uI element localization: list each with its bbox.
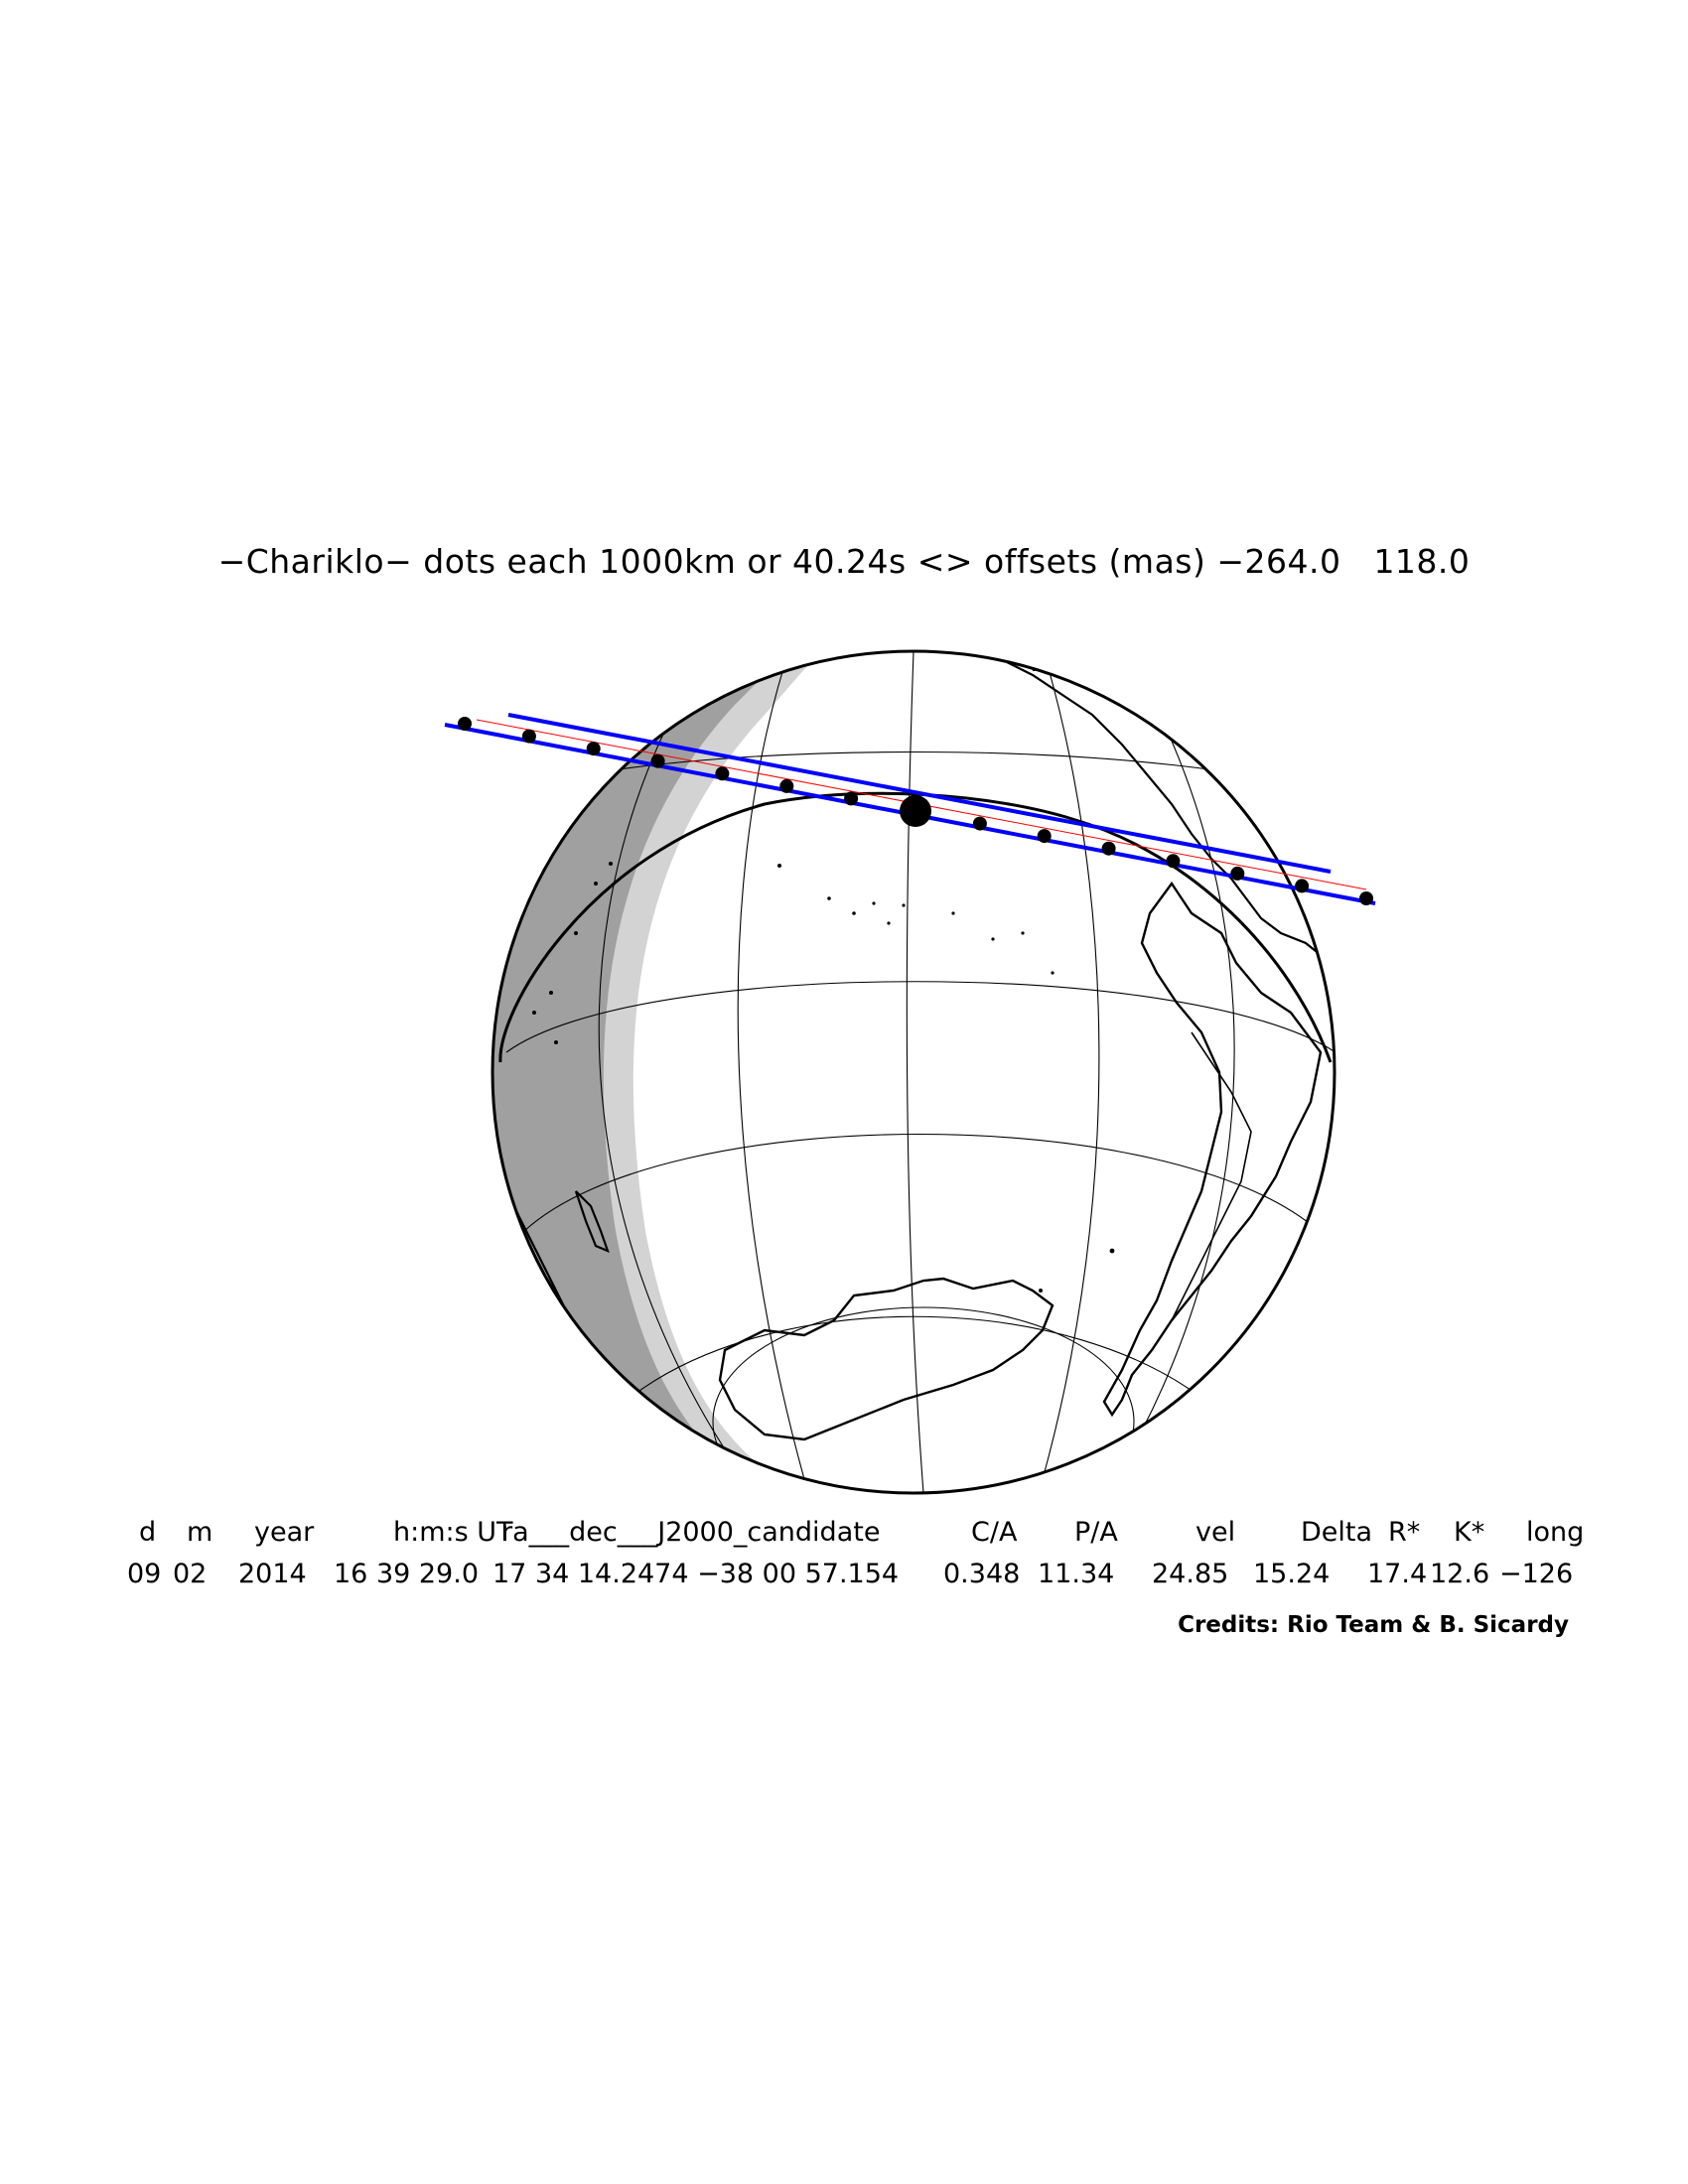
globe-surface [492, 651, 1335, 1493]
table-header: C/A [971, 1517, 1018, 1548]
table-value: 24.85 [1152, 1559, 1229, 1589]
table-value: 15.24 [1253, 1559, 1331, 1589]
time-dot [779, 778, 794, 793]
time-dot [1166, 854, 1181, 869]
time-dot [650, 753, 665, 768]
globe-outline [491, 649, 1336, 1495]
table-header: m [187, 1517, 213, 1548]
table-value: 17.4 [1367, 1559, 1428, 1589]
credits: Credits: Rio Team & B. Sicardy [1178, 1612, 1569, 1638]
time-dot [1037, 829, 1052, 844]
table-value: 2014 [238, 1559, 307, 1589]
table-header: K* [1454, 1517, 1485, 1548]
table-value: 0.348 [943, 1559, 1021, 1589]
time-dot [844, 791, 859, 806]
time-dot [1359, 891, 1373, 905]
table-value: 16 39 29.0 [334, 1559, 479, 1589]
time-dot [458, 717, 472, 731]
table-header: year [254, 1517, 315, 1548]
time-dot [715, 766, 730, 781]
islands [532, 862, 1115, 1293]
time-dot [586, 742, 601, 756]
table-value: −126 [1499, 1559, 1574, 1589]
time-dot [1295, 879, 1310, 893]
time-dots [458, 717, 1373, 905]
time-dot [521, 729, 536, 744]
table-value: 11.34 [1038, 1559, 1115, 1589]
occultation-map [444, 649, 1376, 1495]
table-header: h:m:s UT [393, 1517, 513, 1548]
table-header: ra___dec___J2000_candidate [501, 1517, 881, 1548]
table-value: 09 [127, 1559, 162, 1589]
time-dot [1101, 841, 1116, 856]
path-limit-north [507, 713, 1332, 874]
table-header: R* [1388, 1517, 1421, 1548]
table-header: Delta [1301, 1517, 1373, 1548]
table-value: 17 34 14.2474 −38 00 57.154 [492, 1559, 900, 1589]
closest-approach-dot [900, 795, 931, 827]
table-header: long [1526, 1517, 1585, 1548]
andes-outline [1171, 1031, 1252, 1321]
table-value: 12.6 [1430, 1559, 1490, 1589]
time-dot [972, 816, 987, 831]
antarctica-outline [718, 1277, 1055, 1441]
page-title: −Chariklo− dots each 1000km or 40.24s <>… [217, 542, 1471, 581]
table-header: d [139, 1517, 157, 1548]
time-dot [1230, 866, 1245, 881]
table-header: P/A [1074, 1517, 1118, 1548]
south-america-outline [1102, 881, 1323, 1418]
table-value: 02 [173, 1559, 208, 1589]
table-header: vel [1196, 1517, 1236, 1548]
